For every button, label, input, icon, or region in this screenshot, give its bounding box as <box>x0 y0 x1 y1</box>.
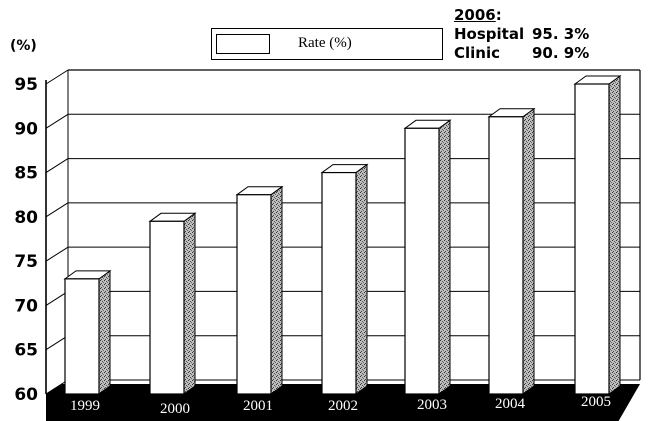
tick-labels: 60 65 70 75 80 85 90 95 1999 2000 2001 2002 2003 2004… <box>14 75 611 417</box>
annotation-hospital-name: Hospital <box>454 25 525 43</box>
annotation-2006: 2006: Hospital 95. 3% Clinic 90. 9% <box>454 6 589 63</box>
x-tick-label: 2004 <box>495 396 526 412</box>
x-tick-label: 2005 <box>581 394 611 410</box>
annotation-year: 2006 <box>454 6 496 24</box>
y-tick-label: 60 <box>14 385 38 405</box>
bar-front <box>149 220 185 395</box>
y-tick-label: 90 <box>14 119 38 139</box>
annotation-clinic-name: Clinic <box>454 44 501 62</box>
bar-front <box>236 194 272 395</box>
gridline-diagonal <box>45 113 69 129</box>
bar-side <box>438 119 451 395</box>
bar-side <box>522 107 535 395</box>
gridline-diagonal <box>45 246 69 262</box>
bar-side <box>270 185 283 395</box>
bar <box>403 119 452 395</box>
annotation-colon: : <box>495 6 502 24</box>
bar <box>63 269 112 395</box>
annotation-row-clinic: Clinic 90. 9% <box>454 44 589 63</box>
legend-label: Rate (%) <box>298 35 352 51</box>
bar-front <box>574 83 610 395</box>
bar <box>235 185 284 395</box>
bar-front <box>488 116 524 395</box>
gridline-diagonal <box>45 291 69 306</box>
bars <box>63 75 622 395</box>
annotation-row-hospital: Hospital 95. 3% <box>454 25 589 44</box>
annotation-hospital-value: 95. 3% <box>532 25 590 43</box>
gridline-diagonal <box>45 158 69 173</box>
x-tick-label: 2003 <box>417 397 447 413</box>
legend: Rate (%) <box>211 28 443 60</box>
gridline-diagonal <box>45 335 69 351</box>
legend-swatch <box>216 34 270 54</box>
y-tick-label: 85 <box>14 164 38 184</box>
bar <box>148 212 197 395</box>
bar-side <box>183 212 196 395</box>
bar-front <box>321 171 357 395</box>
bar-front <box>64 278 100 395</box>
x-tick-label: 2000 <box>160 401 190 417</box>
annotation-clinic-value: 90. 9% <box>532 44 590 62</box>
bar <box>573 75 622 395</box>
bar-side <box>98 269 111 395</box>
y-tick-label: 65 <box>14 341 38 361</box>
x-tick-label: 2002 <box>328 398 358 414</box>
x-tick-label: 2001 <box>243 398 273 414</box>
bar-side <box>608 75 621 395</box>
y-tick-label: 70 <box>14 296 38 316</box>
bar <box>487 107 536 395</box>
y-tick-label: 95 <box>14 75 38 95</box>
gridline-diagonal <box>45 69 69 85</box>
bar-side <box>355 163 368 395</box>
bar <box>320 163 369 395</box>
x-tick-label: 1999 <box>70 398 100 414</box>
gridline-diagonal <box>45 202 69 218</box>
y-tick-label: 75 <box>14 252 38 272</box>
y-axis-label: (%) <box>10 38 37 54</box>
y-tick-label: 80 <box>14 208 38 228</box>
bar-front <box>404 127 440 395</box>
gridline-diagonal <box>45 379 69 395</box>
